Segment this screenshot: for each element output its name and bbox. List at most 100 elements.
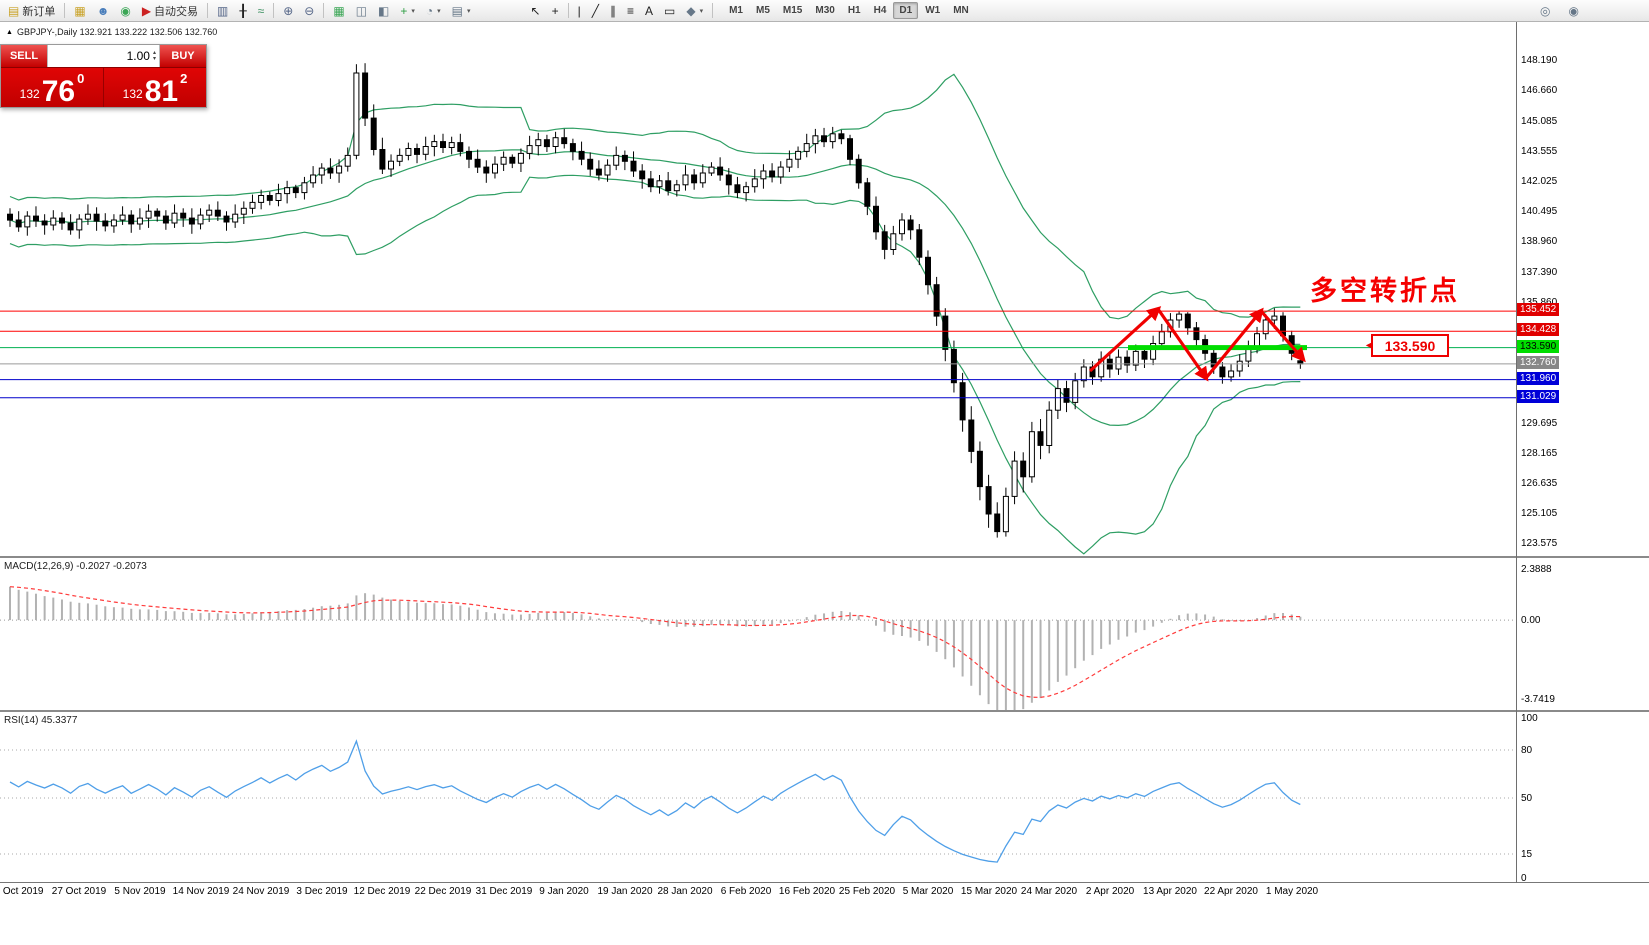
- time-axis-label: 31 Dec 2019: [475, 886, 533, 897]
- trend-arrows[interactable]: [1088, 306, 1306, 382]
- magnifier-alt-icon[interactable]: ◉: [1564, 1, 1584, 20]
- candlestick-chart-type-icon[interactable]: ╂: [234, 1, 251, 20]
- macd-panel[interactable]: MACD(12,26,9) -0.2027 -0.2073: [0, 558, 1649, 710]
- panel-divider[interactable]: [0, 556, 1649, 558]
- time-axis-label: 16 Feb 2020: [778, 886, 836, 897]
- rsi-panel[interactable]: RSI(14) 45.3377: [0, 712, 1649, 882]
- callout-arrow-icon: ◄: [1364, 340, 1373, 350]
- level-lines[interactable]: [0, 310, 1516, 399]
- tile-windows-icon[interactable]: ▦: [328, 1, 349, 20]
- timeframe-d1[interactable]: D1: [893, 2, 919, 19]
- main-chart-panel[interactable]: [0, 22, 1649, 556]
- auto-trading-button[interactable]: ▶ 自动交易: [137, 1, 203, 20]
- chart-shift-icon: ◧: [378, 3, 390, 18]
- community-icon: ◉: [120, 3, 131, 18]
- zoom-in-icon[interactable]: ⊕: [278, 1, 298, 20]
- time-axis-label: 2 Apr 2020: [1085, 886, 1135, 897]
- sell-button[interactable]: SELL: [1, 45, 47, 67]
- auto-scroll-icon: ◫: [355, 3, 368, 18]
- trend-arrow[interactable]: [1204, 307, 1264, 380]
- time-axis-label: 3 Dec 2019: [296, 886, 348, 897]
- auto-scroll-icon[interactable]: ◫: [351, 1, 372, 20]
- time-axis-label: 7 Oct 2019: [0, 886, 44, 897]
- price-axis-label: 137.390: [1521, 267, 1558, 278]
- price-tag-135452: 135.452: [1517, 303, 1560, 316]
- chart-shift-icon[interactable]: ◧: [373, 1, 394, 20]
- new-order-button[interactable]: ▤ 新订单: [3, 1, 60, 20]
- text-label-icon[interactable]: ▭: [659, 1, 680, 20]
- price-tag-134428: 134.428: [1517, 323, 1560, 336]
- profile-icon[interactable]: ☻: [92, 1, 115, 20]
- template-icon[interactable]: ▤ ▾: [447, 1, 476, 20]
- trend-arrow[interactable]: [1156, 308, 1209, 382]
- time-axis-label: 22 Dec 2019: [414, 886, 472, 897]
- panel-divider[interactable]: [0, 710, 1649, 712]
- new-order-button: ▤: [8, 3, 20, 18]
- chart-annotation-text[interactable]: 多空转折点: [1310, 276, 1460, 306]
- candlestick-series: [7, 63, 1304, 538]
- price-chart-canvas[interactable]: [0, 22, 1516, 556]
- timeframe-m15[interactable]: M15: [782, 5, 803, 16]
- buy-button[interactable]: BUY: [160, 45, 206, 67]
- fibonacci-icon[interactable]: ≡: [622, 1, 639, 20]
- charts-icon: ▦: [74, 3, 86, 18]
- text-icon[interactable]: A: [640, 1, 658, 20]
- time-axis-label: 25 Feb 2020: [838, 886, 896, 897]
- time-axis-label: 12 Dec 2019: [353, 886, 411, 897]
- auto-trading-button-label: 自动交易: [154, 5, 199, 18]
- spinner-up-icon[interactable]: ▴: [152, 50, 156, 56]
- line-chart-type-icon[interactable]: ≈: [253, 1, 270, 20]
- timeframe-m1[interactable]: M1: [729, 5, 743, 16]
- equidistant-channel-icon[interactable]: ∥: [605, 1, 621, 20]
- timeframe-buttons: M1 M5 M15 M30 H1 H4 D1 W1 MN: [723, 2, 975, 19]
- community-icon[interactable]: ◉: [115, 1, 135, 20]
- timeframe-h4[interactable]: H4: [873, 5, 887, 16]
- volume-input[interactable]: 1.00 ▴ ▾: [47, 45, 160, 67]
- shapes-icon: ◆: [686, 3, 696, 18]
- charts-icon[interactable]: ▦: [69, 1, 90, 20]
- rsi-axis-label: 15: [1521, 849, 1533, 860]
- shapes-icon[interactable]: ◆ ▾: [681, 1, 708, 20]
- zoom-out-icon[interactable]: ⊖: [299, 1, 319, 20]
- magnifier-icon[interactable]: ◎: [1535, 1, 1555, 20]
- crosshair-icon[interactable]: +: [547, 1, 564, 20]
- sell-price-display[interactable]: 132 76 0: [1, 68, 103, 107]
- toolbar-separator: [323, 3, 325, 18]
- volume-spinner[interactable]: ▴ ▾: [153, 50, 156, 62]
- macd-canvas[interactable]: [0, 558, 1516, 710]
- price-tag-133590: 133.590: [1517, 340, 1560, 353]
- trendline-icon[interactable]: ╱: [587, 1, 604, 20]
- trend-arrow[interactable]: [1259, 309, 1306, 363]
- time-axis-label: 27 Oct 2019: [51, 886, 107, 897]
- timeframe-m5[interactable]: M5: [756, 5, 770, 16]
- vertical-line-icon[interactable]: |: [573, 1, 586, 20]
- time-axis-label: 6 Feb 2020: [720, 886, 772, 897]
- timeframe-m30[interactable]: M30: [815, 5, 835, 16]
- bar-chart-type-icon[interactable]: ▥: [212, 1, 233, 20]
- trend-arrow[interactable]: [1088, 306, 1162, 373]
- price-axis-label: 138.960: [1521, 236, 1558, 247]
- timeframe-mn[interactable]: MN: [953, 5, 969, 16]
- spinner-down-icon[interactable]: ▾: [152, 56, 156, 62]
- green-support-band[interactable]: [1128, 345, 1307, 351]
- timeframe-h1[interactable]: H1: [847, 5, 861, 16]
- rsi-label: RSI(14) 45.3377: [4, 715, 78, 726]
- price-callout-label[interactable]: ◄ 133.590: [1364, 334, 1449, 357]
- buy-price-display[interactable]: 132 81 2: [103, 68, 206, 107]
- cursor-icon[interactable]: ↖: [526, 1, 546, 20]
- indicators-icon[interactable]: + ▾: [395, 1, 420, 20]
- timeframe-w1[interactable]: W1: [925, 5, 941, 16]
- template-icon: ▤: [451, 3, 464, 18]
- periods-icon[interactable]: ◔ ▾: [421, 1, 446, 20]
- tile-windows-icon: ▦: [333, 3, 345, 18]
- rsi-axis-label: 0: [1521, 873, 1527, 884]
- profile-icon: ☻: [96, 3, 110, 18]
- time-axis[interactable]: [0, 883, 1649, 903]
- price-axis-separator: [1516, 22, 1517, 883]
- crosshair-icon: +: [551, 3, 559, 18]
- time-axis-label: 22 Apr 2020: [1204, 886, 1258, 897]
- rsi-canvas[interactable]: [0, 712, 1516, 882]
- time-axis-label: 28 Jan 2020: [657, 886, 713, 897]
- magnifier-icon: ◎: [1540, 3, 1551, 18]
